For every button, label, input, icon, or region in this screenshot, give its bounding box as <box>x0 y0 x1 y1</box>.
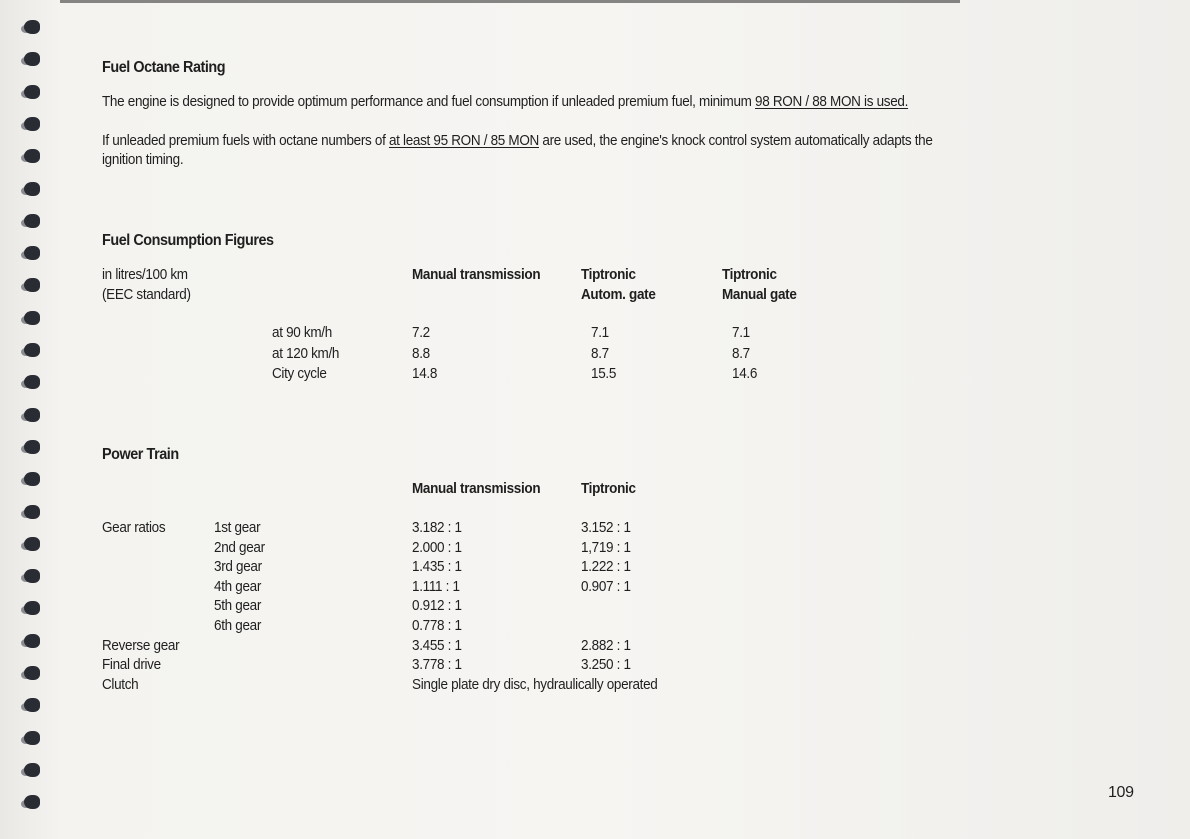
text: If unleaded premium fuels with octane nu… <box>102 132 389 149</box>
binding-ring <box>24 52 40 67</box>
binding-ring <box>24 601 40 616</box>
power-train-manual-value: 3.778 : 1 <box>412 656 462 674</box>
consumption-manual-value: 7.2 <box>412 324 430 341</box>
binding-ring <box>24 762 40 777</box>
power-train-tiptronic-value: 1,719 : 1 <box>581 538 631 556</box>
text: The engine is designed to provide optimu… <box>102 93 756 110</box>
binding-ring <box>24 633 40 648</box>
power-train-row-sublabel: 5th gear <box>214 597 262 615</box>
consumption-tiptronic-auto-value: 7.1 <box>591 324 609 341</box>
power-train-manual-value: 3.182 : 1 <box>412 519 462 536</box>
binding-ring <box>24 439 40 454</box>
consumption-tiptronic-manual-value: 14.6 <box>732 365 758 382</box>
octane-paragraph-2-line2: ignition timing. <box>102 151 184 168</box>
binding-ring <box>24 246 40 261</box>
power-train-tiptronic-value: 0.907 : 1 <box>581 577 631 595</box>
binding-ring <box>24 504 40 519</box>
consumption-manual-value: 8.8 <box>412 344 430 362</box>
col-header-tiptronic-auto-sub: Autom. gate <box>581 286 656 303</box>
section-title-consumption: Fuel Consumption Figures <box>102 232 274 249</box>
unit-label: in litres/100 km <box>102 266 188 283</box>
binding-ring <box>24 84 40 99</box>
power-train-manual-value: 0.778 : 1 <box>412 617 462 634</box>
standard-label: (EEC standard) <box>102 286 191 303</box>
power-train-tiptronic-value: 1.222 : 1 <box>581 558 631 576</box>
power-train-row-label: Reverse gear <box>102 636 180 654</box>
binding-ring <box>24 795 40 810</box>
power-train-row-sublabel: 6th gear <box>214 617 262 634</box>
binding-ring <box>24 213 40 228</box>
consumption-row-label: at 90 km/h <box>272 324 332 341</box>
consumption-manual-value: 14.8 <box>412 365 438 382</box>
power-train-tiptronic-value: 3.152 : 1 <box>581 519 631 536</box>
binding-ring <box>24 666 40 680</box>
binding-ring <box>24 730 40 745</box>
binding-ring <box>24 375 40 390</box>
power-train-manual-value: 1.111 : 1 <box>412 577 460 595</box>
scan-edge <box>60 0 960 3</box>
consumption-row-label: at 120 km/h <box>272 344 340 362</box>
pt-header-manual: Manual transmission <box>412 480 541 497</box>
underlined-text: at least 95 RON / 85 MON <box>388 132 539 149</box>
power-train-row-label: Gear ratios <box>102 519 166 536</box>
text: are used, the engine's knock control sys… <box>538 132 933 149</box>
octane-paragraph-1: The engine is designed to provide optimu… <box>102 93 908 110</box>
binding-ring <box>24 310 40 325</box>
binding-ring <box>24 698 40 713</box>
binding-ring <box>24 149 40 164</box>
page-number: 109 <box>1108 784 1134 801</box>
power-train-row-sublabel: 4th gear <box>214 577 262 595</box>
octane-paragraph-2: If unleaded premium fuels with octane nu… <box>102 132 933 149</box>
power-train-tiptronic-value: 2.882 : 1 <box>581 636 631 654</box>
binding-ring <box>24 278 40 293</box>
power-train-row-sublabel: 1st gear <box>214 519 261 536</box>
binding-ring <box>24 20 40 34</box>
section-title-octane: Fuel Octane Rating <box>102 59 226 76</box>
consumption-row-label: City cycle <box>272 365 327 382</box>
power-train-row-sublabel: 3rd gear <box>214 558 262 576</box>
power-train-row-label: Clutch <box>102 675 139 693</box>
power-train-row-sublabel: 2nd gear <box>214 538 265 556</box>
binding-ring <box>24 181 40 196</box>
consumption-tiptronic-auto-value: 15.5 <box>591 365 617 382</box>
power-train-manual-value: 0.912 : 1 <box>412 597 462 615</box>
section-title-power-train: Power Train <box>102 446 179 463</box>
power-train-manual-value: 3.455 : 1 <box>412 636 462 654</box>
col-header-manual: Manual transmission <box>412 266 541 283</box>
binding-ring <box>24 472 40 487</box>
power-train-tiptronic-value: 3.250 : 1 <box>581 656 631 674</box>
power-train-row-label: Final drive <box>102 656 161 674</box>
consumption-tiptronic-manual-value: 7.1 <box>732 324 750 341</box>
consumption-tiptronic-manual-value: 8.7 <box>732 344 750 362</box>
col-header-tiptronic-manual: Tiptronic <box>722 266 777 283</box>
power-train-manual-value: Single plate dry disc, hydraulically ope… <box>412 675 658 693</box>
power-train-manual-value: 2.000 : 1 <box>412 538 462 556</box>
col-header-tiptronic-manual-sub: Manual gate <box>722 286 797 303</box>
underlined-text: 98 RON / 88 MON is used. <box>755 93 909 110</box>
binding-ring <box>24 407 40 422</box>
power-train-manual-value: 1.435 : 1 <box>412 558 462 576</box>
binding-ring <box>24 116 40 131</box>
col-header-tiptronic-auto: Tiptronic <box>581 266 636 283</box>
binding-ring <box>24 569 40 584</box>
pt-header-tiptronic: Tiptronic <box>581 480 636 497</box>
binding-ring <box>24 536 40 551</box>
binding-ring <box>24 343 40 357</box>
consumption-tiptronic-auto-value: 8.7 <box>591 344 609 362</box>
